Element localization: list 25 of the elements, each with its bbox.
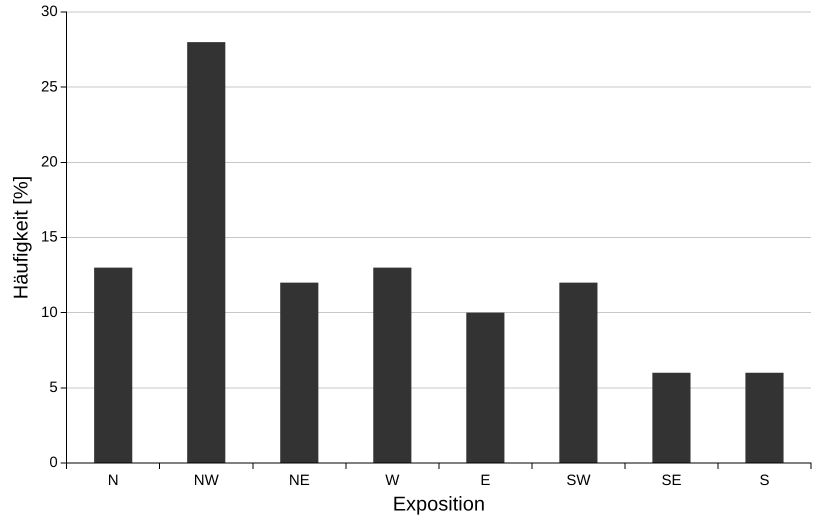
bar: [466, 312, 504, 462]
y-tick-label: 0: [49, 454, 58, 472]
y-tick-label: 10: [40, 304, 58, 321]
x-tick-label: SW: [566, 472, 592, 490]
x-tick-label: N: [108, 472, 119, 490]
x-axis-title: Exposition: [392, 494, 485, 516]
x-tick-label: E: [480, 472, 490, 490]
x-tick-label: W: [385, 472, 400, 490]
y-tick-label: 5: [49, 378, 58, 396]
y-tick-label: 15: [40, 228, 58, 246]
bar: [94, 268, 132, 462]
x-tick-label: S: [759, 472, 770, 490]
bar: [187, 42, 226, 462]
bar: [280, 282, 318, 462]
bar: [559, 282, 598, 462]
bar: [652, 372, 691, 462]
y-tick-label: 30: [40, 3, 58, 20]
bar: [745, 372, 784, 462]
x-tick-label: NE: [288, 472, 310, 490]
x-tick-label: NW: [194, 472, 220, 490]
y-tick-label: 25: [40, 78, 58, 96]
y-axis-title: Häufigkeit [%]: [10, 176, 33, 300]
x-tick-label: SE: [661, 472, 682, 490]
bar: [373, 268, 412, 462]
y-tick-label: 20: [40, 153, 58, 170]
